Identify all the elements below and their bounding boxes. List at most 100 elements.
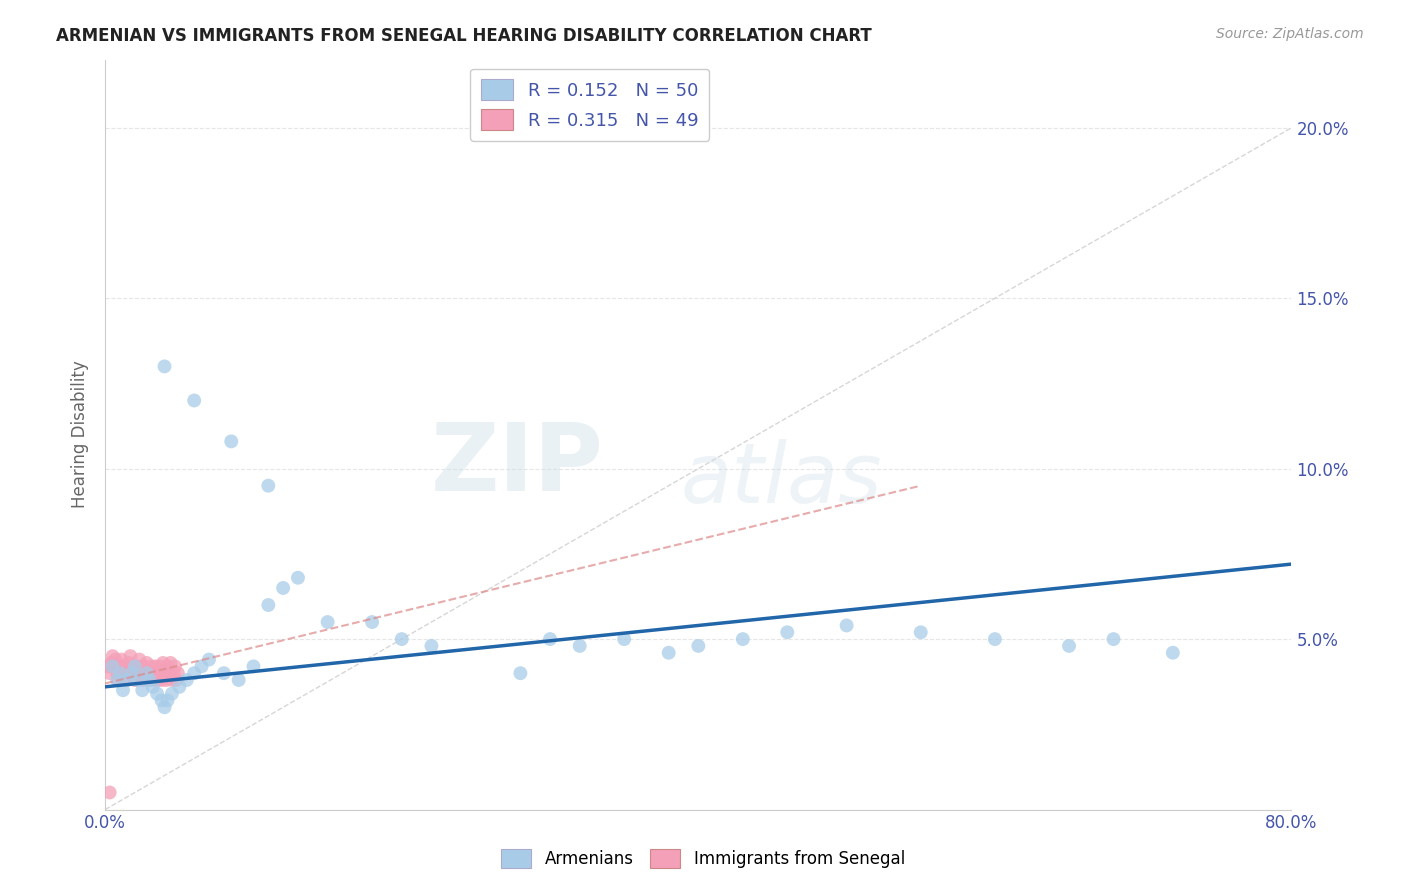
Point — [150, 673, 173, 687]
Point — [138, 666, 160, 681]
Point — [148, 666, 170, 681]
Point — [98, 666, 121, 681]
Point — [613, 632, 636, 646]
Point — [163, 659, 186, 673]
Legend: Armenians, Immigrants from Senegal: Armenians, Immigrants from Senegal — [495, 842, 911, 875]
Text: ARMENIAN VS IMMIGRANTS FROM SENEGAL HEARING DISABILITY CORRELATION CHART: ARMENIAN VS IMMIGRANTS FROM SENEGAL HEAR… — [56, 27, 872, 45]
Point — [114, 659, 136, 673]
Point — [141, 659, 163, 673]
Point — [121, 666, 143, 681]
Point — [125, 666, 148, 681]
Point — [111, 683, 134, 698]
Point — [420, 639, 443, 653]
Point — [111, 666, 134, 681]
Point — [103, 659, 125, 673]
Point — [108, 666, 131, 681]
Point — [146, 673, 169, 687]
Point — [1161, 646, 1184, 660]
Text: atlas: atlas — [681, 439, 882, 520]
Point — [107, 673, 129, 687]
Point — [117, 673, 139, 687]
Point — [287, 571, 309, 585]
Point — [115, 673, 138, 687]
Point — [124, 659, 146, 673]
Point — [117, 666, 139, 681]
Point — [150, 693, 173, 707]
Legend: R = 0.152   N = 50, R = 0.315   N = 49: R = 0.152 N = 50, R = 0.315 N = 49 — [470, 69, 710, 141]
Point — [568, 639, 591, 653]
Point — [361, 615, 384, 629]
Point — [131, 673, 153, 687]
Point — [169, 680, 191, 694]
Point — [122, 659, 145, 673]
Point — [138, 673, 160, 687]
Point — [1102, 632, 1125, 646]
Point — [155, 673, 177, 687]
Point — [391, 632, 413, 646]
Point — [127, 673, 149, 687]
Point — [156, 693, 179, 707]
Point — [1057, 639, 1080, 653]
Point — [153, 666, 176, 681]
Point — [121, 666, 143, 681]
Point — [120, 649, 142, 664]
Point — [835, 618, 858, 632]
Point — [658, 646, 681, 660]
Point — [156, 659, 179, 673]
Point — [101, 649, 124, 664]
Point — [110, 652, 132, 666]
Point — [105, 673, 128, 687]
Point — [271, 581, 294, 595]
Point — [101, 659, 124, 673]
Point — [190, 659, 212, 673]
Point — [108, 659, 131, 673]
Point — [105, 666, 128, 681]
Point — [135, 656, 157, 670]
Point — [145, 659, 167, 673]
Point — [135, 666, 157, 681]
Point — [128, 652, 150, 666]
Point — [157, 666, 180, 681]
Point — [142, 680, 165, 694]
Point — [257, 479, 280, 493]
Point — [910, 625, 932, 640]
Point — [127, 659, 149, 673]
Point — [538, 632, 561, 646]
Point — [124, 673, 146, 687]
Point — [159, 656, 181, 670]
Point — [142, 673, 165, 687]
Point — [242, 659, 264, 673]
Text: Source: ZipAtlas.com: Source: ZipAtlas.com — [1216, 27, 1364, 41]
Point — [509, 666, 531, 681]
Point — [104, 652, 127, 666]
Point — [129, 666, 152, 681]
Point — [198, 652, 221, 666]
Point — [167, 666, 190, 681]
Y-axis label: Hearing Disability: Hearing Disability — [72, 360, 89, 508]
Point — [149, 659, 172, 673]
Point — [183, 666, 205, 681]
Point — [219, 434, 242, 449]
Point — [153, 700, 176, 714]
Point — [162, 666, 184, 681]
Point — [731, 632, 754, 646]
Point — [176, 673, 198, 687]
Point — [160, 687, 183, 701]
Point — [153, 359, 176, 374]
Point — [143, 666, 166, 681]
Point — [183, 393, 205, 408]
Point — [97, 659, 120, 673]
Point — [984, 632, 1007, 646]
Point — [316, 615, 339, 629]
Point — [165, 673, 187, 687]
Point — [98, 785, 121, 799]
Point — [131, 683, 153, 698]
Point — [134, 666, 156, 681]
Point — [136, 673, 159, 687]
Point — [257, 598, 280, 612]
Point — [118, 656, 141, 670]
Point — [132, 659, 155, 673]
Point — [152, 656, 174, 670]
Point — [212, 666, 235, 681]
Point — [776, 625, 799, 640]
